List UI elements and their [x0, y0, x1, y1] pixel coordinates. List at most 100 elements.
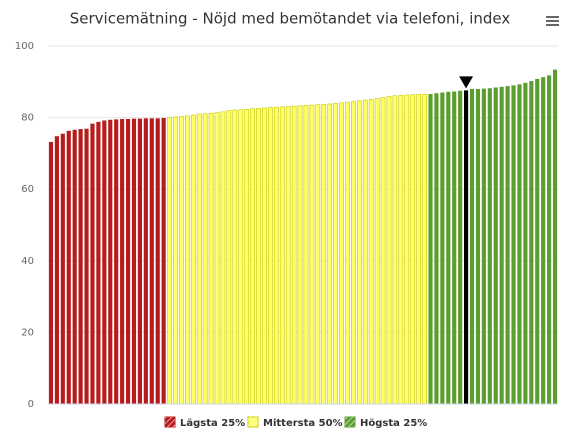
bar	[505, 86, 510, 404]
bar	[60, 133, 65, 404]
bar	[250, 108, 255, 405]
bar	[256, 107, 261, 405]
bar	[120, 119, 125, 405]
bar	[279, 106, 285, 405]
legend-hatch	[248, 417, 258, 427]
bar	[303, 105, 309, 405]
bar	[535, 78, 540, 404]
bar	[529, 81, 534, 405]
bar	[523, 82, 528, 405]
bar	[114, 119, 119, 404]
bar	[244, 109, 250, 405]
bar	[422, 94, 427, 405]
bar	[297, 105, 303, 405]
bar	[268, 107, 273, 405]
legend-label: Mittersta 50%	[263, 418, 343, 429]
bar	[125, 119, 131, 405]
y-tick-label: 60	[21, 184, 34, 195]
bar	[386, 96, 392, 405]
marker	[459, 76, 474, 89]
bar	[238, 109, 244, 405]
legend-hatch	[345, 417, 355, 427]
bar	[96, 121, 101, 405]
bar	[517, 84, 522, 404]
bar	[226, 110, 232, 405]
bar	[48, 141, 54, 404]
bar	[552, 69, 558, 405]
bar	[208, 113, 214, 405]
bar	[214, 112, 220, 405]
chart-title: Servicemätning - Nöjd med bemötandet via…	[70, 10, 511, 28]
bar	[345, 101, 350, 405]
y-tick-label: 100	[15, 41, 34, 52]
bar	[232, 109, 238, 405]
legend-hatch	[165, 417, 175, 427]
bar	[131, 118, 137, 404]
bar	[541, 77, 546, 405]
bar	[481, 88, 486, 405]
bar	[108, 119, 113, 405]
bar	[179, 116, 184, 405]
y-tick-label: 0	[28, 399, 34, 410]
bar	[446, 91, 451, 404]
bar	[273, 106, 279, 405]
bar	[499, 86, 504, 404]
bar	[72, 129, 77, 404]
y-tick-label: 80	[21, 113, 34, 124]
bar	[66, 130, 71, 404]
bar	[149, 118, 154, 404]
bar	[380, 97, 386, 405]
menu-button[interactable]	[546, 16, 559, 26]
bar	[374, 98, 380, 405]
bar	[167, 117, 172, 405]
bar	[327, 103, 333, 405]
bar	[143, 118, 148, 404]
bar	[90, 123, 95, 404]
bar	[547, 75, 552, 404]
legend-label: Lägsta 25%	[180, 418, 245, 429]
bar	[84, 128, 89, 404]
bar	[220, 111, 226, 405]
legend-label: Högsta 25%	[360, 418, 427, 429]
bar	[404, 94, 410, 405]
bar	[333, 102, 338, 405]
bar	[469, 88, 475, 405]
bar	[493, 87, 498, 404]
bar	[392, 95, 398, 405]
bar	[196, 113, 202, 405]
bar	[464, 90, 469, 404]
y-tick-label: 20	[21, 327, 34, 338]
bar	[315, 104, 321, 405]
bar	[262, 107, 267, 405]
bar	[291, 105, 297, 405]
bar	[398, 95, 404, 405]
bar	[356, 100, 362, 405]
bar	[184, 115, 190, 405]
bar	[190, 114, 196, 405]
bar	[137, 118, 142, 404]
bar	[309, 104, 315, 405]
bar	[475, 88, 481, 405]
bar	[102, 120, 107, 405]
bar	[161, 117, 166, 404]
bar	[511, 85, 516, 404]
bar	[285, 106, 291, 405]
bar	[452, 91, 457, 404]
bar	[458, 90, 463, 404]
bar	[410, 94, 416, 405]
bar	[434, 93, 439, 405]
bar	[155, 118, 160, 404]
bar	[368, 99, 374, 405]
bar	[321, 104, 327, 405]
bar	[487, 88, 492, 404]
y-tick-label: 40	[21, 256, 34, 267]
bar	[351, 101, 356, 405]
bar	[440, 92, 445, 404]
bar	[362, 99, 368, 405]
bar	[428, 93, 433, 405]
bar	[202, 113, 208, 405]
bar	[54, 136, 59, 404]
bar	[339, 102, 344, 405]
bar	[416, 94, 422, 405]
